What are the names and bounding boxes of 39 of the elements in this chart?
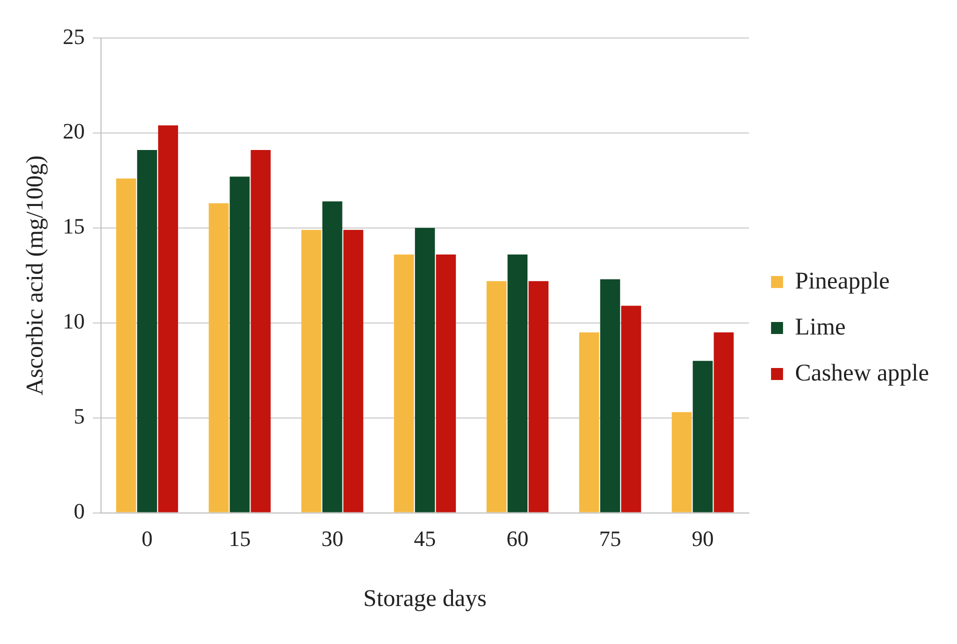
bar: [116, 178, 136, 512]
bar: [486, 281, 507, 512]
bar: [343, 230, 364, 512]
x-tick-label: 60: [506, 526, 529, 551]
bar: [322, 201, 342, 512]
legend-label: Lime: [795, 314, 846, 340]
x-tick-label: 30: [321, 526, 344, 551]
legend-label: Pineapple: [795, 268, 890, 294]
bar: [672, 412, 692, 512]
legend-label: Cashew apple: [795, 360, 930, 386]
bar: [208, 203, 229, 512]
x-tick-label: 0: [142, 526, 153, 551]
bar: [528, 281, 548, 512]
y-tick-label: 15: [62, 214, 85, 239]
y-tick-label: 10: [62, 308, 85, 334]
y-tick-label: 25: [62, 24, 85, 49]
x-tick-label: 90: [692, 526, 714, 551]
bar: [414, 228, 435, 512]
bar: [692, 360, 713, 512]
x-axis-title: Storage days: [363, 586, 487, 612]
bar: [137, 150, 158, 512]
bar: [621, 306, 642, 512]
y-tick-label: 0: [74, 498, 85, 524]
bar: [600, 279, 620, 512]
bar: [301, 230, 322, 512]
bar: [158, 125, 178, 512]
bar: [230, 176, 250, 512]
bar: [579, 332, 600, 512]
bar: [508, 254, 528, 512]
bar: [250, 150, 271, 512]
y-tick-label: 5: [74, 404, 85, 429]
x-tick-label: 45: [414, 526, 436, 551]
x-tick-label: 15: [228, 526, 251, 551]
bar: [714, 332, 734, 512]
y-tick-label: 20: [62, 118, 85, 144]
bar: [436, 254, 456, 512]
bar: [394, 254, 414, 512]
y-axis-title: Ascorbic acid (mg/100g): [22, 155, 49, 396]
x-tick-label: 75: [599, 526, 622, 551]
